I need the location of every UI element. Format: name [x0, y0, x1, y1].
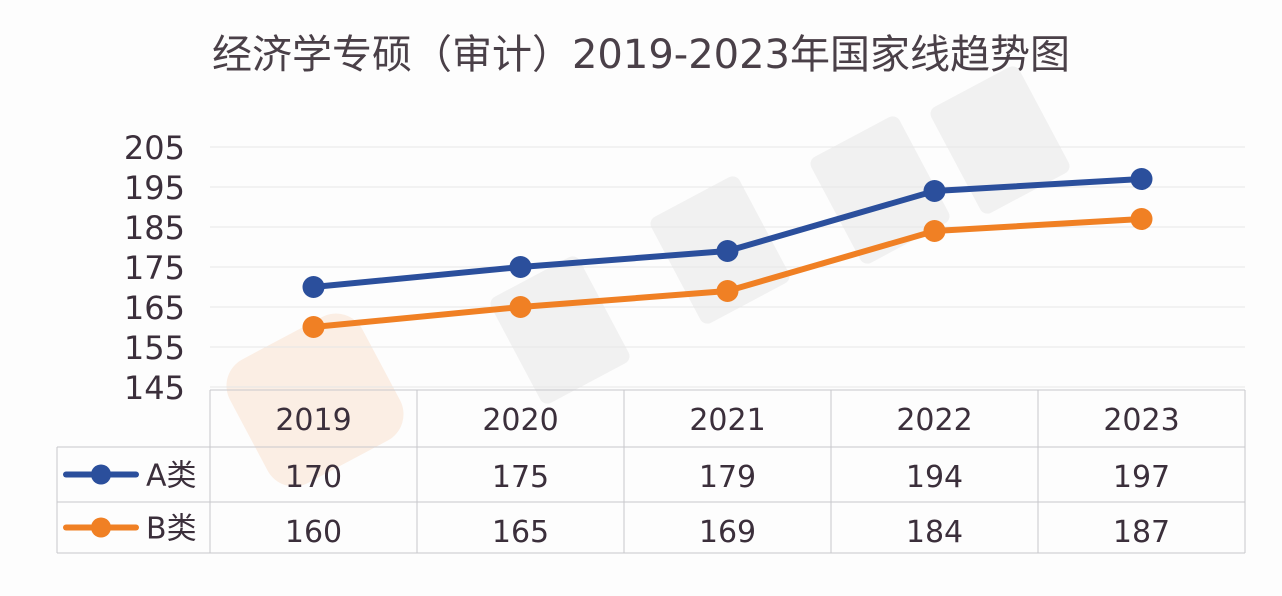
table-value: 194	[906, 460, 963, 495]
legend-marker	[91, 464, 111, 485]
table-value: 169	[699, 515, 756, 550]
table-value: 165	[492, 515, 549, 550]
data-point	[509, 256, 532, 278]
y-tick-label: 175	[124, 249, 185, 287]
x-tick-label: 2022	[896, 403, 972, 438]
table-value: 187	[1113, 515, 1170, 550]
legend-marker	[91, 517, 111, 538]
watermark-mark	[930, 66, 1070, 214]
table-value: 160	[285, 515, 342, 550]
legend-label: A类	[146, 459, 197, 494]
table-value: 170	[285, 460, 342, 495]
table-value: 175	[492, 460, 549, 495]
y-tick-label: 165	[124, 289, 185, 327]
data-point	[1130, 168, 1153, 190]
data-point	[509, 296, 532, 318]
x-tick-label: 2023	[1103, 403, 1179, 438]
data-point	[302, 316, 325, 338]
watermark-mark	[490, 256, 630, 404]
y-tick-label: 155	[124, 329, 185, 367]
y-tick-label: 185	[124, 209, 185, 247]
x-tick-label: 2019	[275, 403, 351, 438]
data-point	[716, 240, 739, 262]
table-value: 197	[1113, 460, 1170, 495]
data-point	[923, 220, 946, 242]
data-point	[716, 280, 739, 302]
legend-label: B类	[146, 512, 197, 547]
data-point	[923, 180, 946, 202]
table-value: 179	[699, 460, 756, 495]
chart-title: 经济学专硕（审计）2019-2023年国家线趋势图	[211, 32, 1071, 78]
y-tick-label: 205	[124, 129, 185, 167]
watermark-logo-icon	[226, 313, 404, 487]
y-tick-label: 145	[124, 369, 185, 407]
data-point	[302, 276, 325, 298]
data-point	[1130, 208, 1153, 230]
table-value: 184	[906, 515, 963, 550]
y-tick-label: 195	[124, 169, 185, 207]
x-tick-label: 2020	[482, 403, 558, 438]
x-tick-label: 2021	[689, 403, 765, 438]
